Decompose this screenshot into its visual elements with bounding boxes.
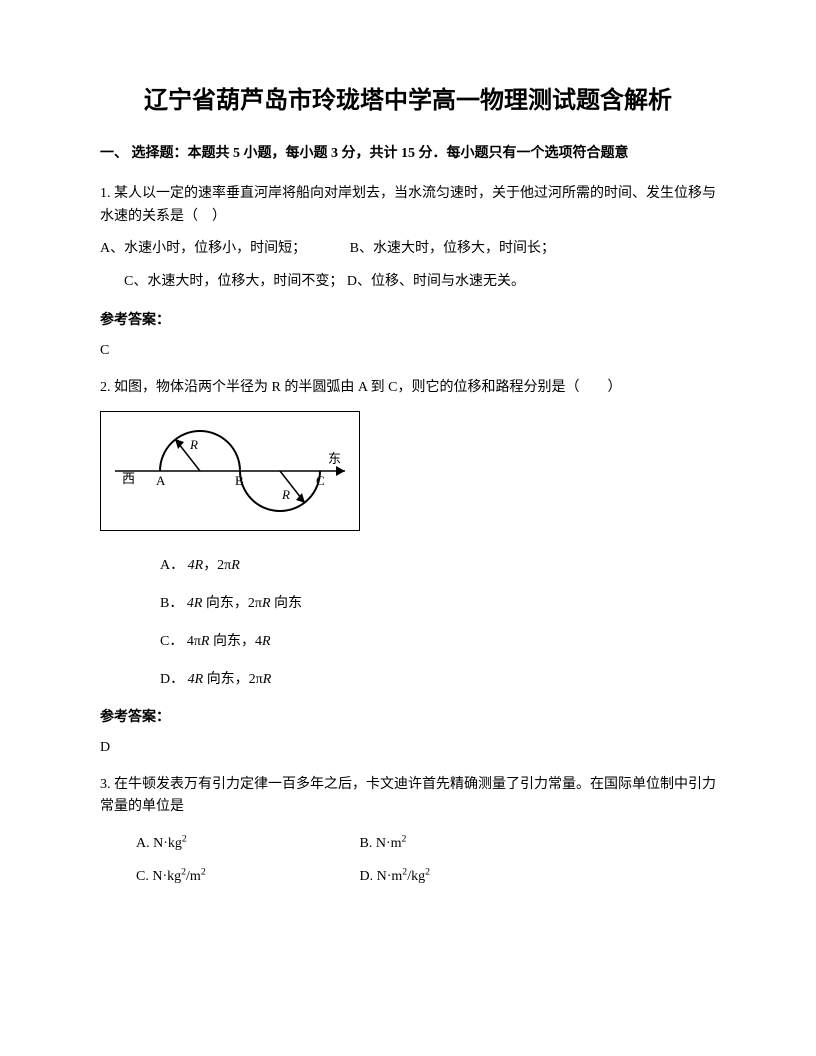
q3-options: A. N·kg2 B. N·m2 C. N·kg2/m2 D. N·m2/kg2 — [100, 827, 716, 894]
q2-optB: B． 4R 向东，2πR 向东 — [100, 592, 716, 612]
q2-optD: D． 4R 向东，2πR — [100, 668, 716, 688]
q3-stem: 3. 在牛顿发表万有引力定律一百多年之后，卡文迪许首先精确测量了引力常量。在国际… — [100, 774, 716, 819]
q3-optC: C. N·kg2/m2 — [136, 860, 356, 894]
q1-optD: D、位移、时间与水速无关。 — [347, 274, 525, 289]
fig-A: A — [156, 473, 166, 488]
q3-optA: A. N·kg2 — [136, 827, 356, 861]
q1-options-row2: C、水速大时，位移大，时间不变； D、位移、时间与水速无关。 — [100, 269, 716, 294]
q3-optB: B. N·m2 — [360, 827, 580, 861]
q1-optA: A、水速小时，位移小，时间短； — [100, 236, 306, 261]
q2-answer: D — [100, 740, 716, 756]
q1-optC: C、水速大时，位移大，时间不变； — [124, 274, 343, 289]
q1-answer-label: 参考答案： — [100, 309, 716, 329]
q2-optC: C． 4πR 向东，4R — [100, 630, 716, 650]
q1-stem: 1. 某人以一定的速率垂直河岸将船向对岸划去，当水流匀速时，关于他过河所需的时间… — [100, 183, 716, 228]
fig-west: 西 — [122, 471, 135, 486]
q2-stem: 2. 如图，物体沿两个半径为 R 的半圆弧由 A 到 C，则它的位移和路程分别是… — [100, 377, 716, 399]
fig-C: C — [316, 473, 325, 488]
fig-B: B — [235, 473, 244, 488]
section-header: 一、 选择题：本题共 5 小题，每小题 3 分，共计 15 分．每小题只有一个选… — [100, 143, 716, 165]
q1-answer: C — [100, 343, 716, 359]
q2-optD-label: D． — [160, 672, 184, 687]
fig-east: 东 — [328, 451, 341, 466]
q2-optB-label: B． — [160, 596, 183, 611]
q2-optA: A． 4R，2πR — [100, 554, 716, 574]
fig-R2: R — [281, 487, 290, 502]
q1-options-row1: A、水速小时，位移小，时间短； B、水速大时，位移大，时间长； — [100, 236, 716, 261]
fig-R1: R — [189, 437, 198, 452]
q2-optA-label: A． — [160, 558, 184, 573]
q2-optC-math: 4πR 向东，4R — [187, 634, 271, 649]
q3-optD: D. N·m2/kg2 — [360, 860, 580, 894]
q2-answer-label: 参考答案： — [100, 706, 716, 726]
q2-figure: 西 东 A B C R R — [100, 411, 716, 536]
page-title: 辽宁省葫芦岛市玲珑塔中学高一物理测试题含解析 — [100, 80, 716, 115]
q1-optB: B、水速大时，位移大，时间长； — [350, 236, 555, 261]
q2-optB-math: 4R 向东，2πR 向东 — [187, 596, 302, 611]
q2-optA-math: 4R，2πR — [188, 558, 240, 573]
q2-optC-label: C． — [160, 634, 183, 649]
q2-optD-math: 4R 向东，2πR — [188, 672, 272, 687]
